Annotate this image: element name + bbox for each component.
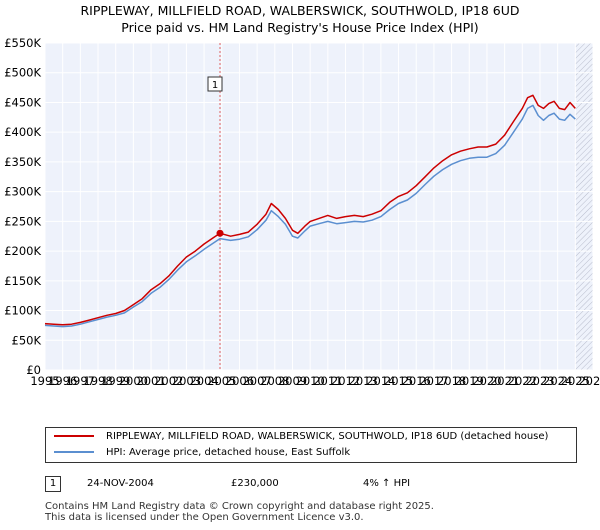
y-tick-label: £100K — [4, 304, 41, 318]
x-tick-label: 2004 — [189, 374, 218, 388]
plot-area — [45, 43, 593, 370]
chart-svg: £0 £50K £100K £150K £200K £250K £300K £350K £400… — [4, 36, 600, 388]
x-tick-label: 2023 — [525, 374, 554, 388]
sale-annotation-row: 1 24-NOV-2004 £230,000 4% ↑ HPI — [45, 474, 585, 494]
sale-marker-badge — [207, 76, 223, 92]
x-tick-label: 2012 — [331, 374, 360, 388]
x-tick-label: 1999 — [101, 374, 130, 388]
x-tick-label: 2008 — [260, 374, 289, 388]
sale-annotation-badge: 1 — [45, 476, 61, 492]
legend-swatch-property — [54, 435, 94, 437]
chart-title: RIPPLEWAY, MILLFIELD ROAD, WALBERSWICK, … — [80, 3, 520, 18]
series-line-hpi — [44, 104, 576, 328]
forecast-hatch-area — [575, 43, 593, 370]
y-tick-label: £400K — [4, 125, 41, 139]
sale-hpi-change: 4% ↑ HPI — [363, 478, 411, 489]
x-tick-label: 2000 — [119, 374, 148, 388]
y-tick-label: £500K — [4, 66, 41, 80]
x-tick-label: 1997 — [66, 374, 95, 388]
sale-marker-badge-label: 1 — [212, 80, 218, 91]
legend-swatch-hpi — [54, 451, 94, 453]
legend-label-property: RIPPLEWAY, MILLFIELD ROAD, WALBERSWICK, … — [106, 431, 549, 442]
x-tick-label: 2007 — [242, 374, 271, 388]
legend-item-hpi: HPI: Average price, detached house, East… — [54, 445, 350, 461]
x-tick-label: 2014 — [366, 374, 395, 388]
x-tick-label: 2024 — [543, 374, 572, 388]
x-tick-label: 2005 — [207, 374, 236, 388]
legend-item-property: RIPPLEWAY, MILLFIELD ROAD, WALBERSWICK, … — [54, 429, 548, 445]
y-tick-label: £450K — [4, 95, 41, 109]
x-tick-label: 2019 — [455, 374, 484, 388]
x-tick-label: 2020 — [472, 374, 501, 388]
y-tick-label: £150K — [4, 274, 41, 288]
y-tick-label: £350K — [4, 155, 41, 169]
x-tick-label: 2017 — [419, 374, 448, 388]
sale-point — [216, 229, 224, 237]
sale-price: £230,000 — [231, 478, 279, 489]
x-tick-label: 2009 — [278, 374, 307, 388]
legend-label-hpi: HPI: Average price, detached house, East… — [106, 447, 351, 458]
y-tick-label: £0 — [26, 363, 41, 377]
series-line-property — [44, 94, 576, 326]
x-tick-label: 1995 — [30, 374, 59, 388]
x-tick-label: 2021 — [490, 374, 519, 388]
legend: RIPPLEWAY, MILLFIELD ROAD, WALBERSWICK, … — [45, 427, 577, 463]
y-tick-label: £550K — [4, 36, 41, 50]
sale-date: 24-NOV-2004 — [87, 478, 154, 489]
footer-line-2: This data is licensed under the Open Gov… — [45, 512, 364, 523]
chart-title-block: RIPPLEWAY, MILLFIELD ROAD, WALBERSWICK, … — [0, 2, 600, 36]
x-tick-label: 2015 — [384, 374, 413, 388]
footer: Contains HM Land Registry data © Crown c… — [45, 501, 434, 523]
x-tick-label: 2003 — [172, 374, 201, 388]
x-tick-label: 2018 — [437, 374, 466, 388]
x-tick-label: 2001 — [136, 374, 165, 388]
x-tick-label: 1998 — [83, 374, 112, 388]
y-tick-label: £200K — [4, 244, 41, 258]
x-tick-label: 2025 — [561, 374, 590, 388]
x-tick-label: 2013 — [349, 374, 378, 388]
x-tick-label: 2026 — [578, 374, 600, 388]
x-tick-label: 2010 — [296, 374, 325, 388]
x-tick-label: 2011 — [313, 374, 342, 388]
y-tick-label: £250K — [4, 214, 41, 228]
chart-subtitle: Price paid vs. HM Land Registry's House … — [121, 20, 479, 35]
x-tick-label: 2006 — [225, 374, 254, 388]
x-tick-label: 2002 — [154, 374, 183, 388]
x-tick-label: 2016 — [402, 374, 431, 388]
x-tick-label: 1996 — [48, 374, 77, 388]
x-tick-label: 2022 — [508, 374, 537, 388]
y-tick-label: £50K — [12, 333, 42, 347]
footer-line-1: Contains HM Land Registry data © Crown c… — [45, 501, 434, 512]
y-tick-label: £300K — [4, 185, 41, 199]
